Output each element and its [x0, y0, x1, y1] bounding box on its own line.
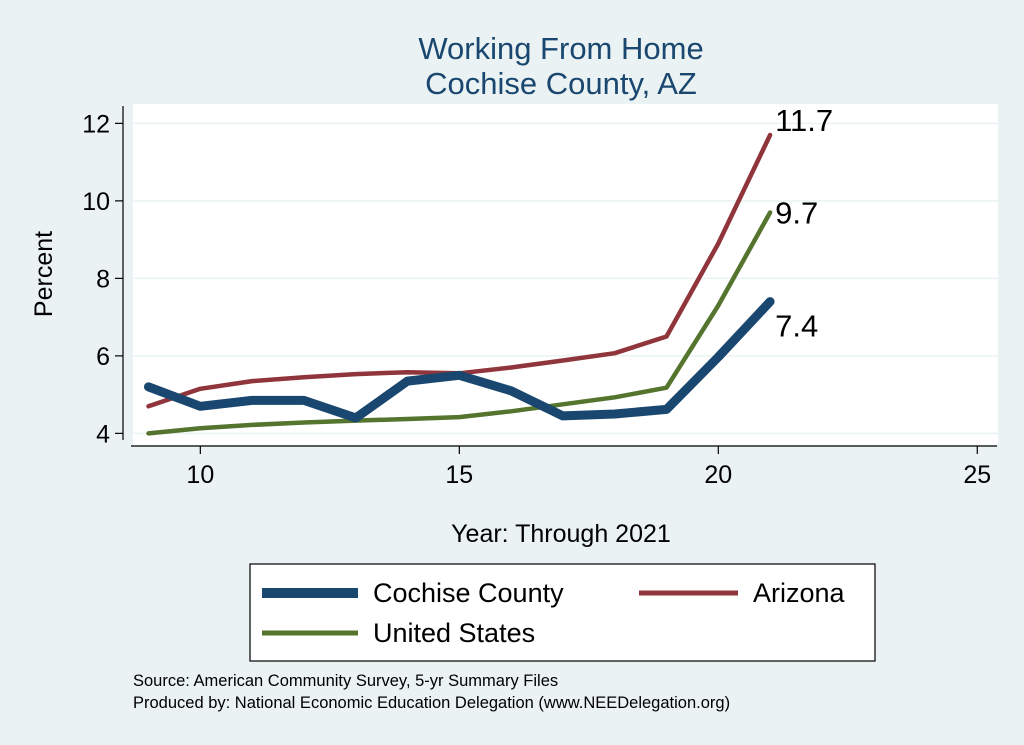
- chart-title-line-2: Cochise County, AZ: [425, 66, 697, 101]
- y-tick-label-4: 4: [96, 420, 110, 448]
- source-note: Source: American Community Survey, 5-yr …: [133, 672, 558, 690]
- x-axis-ticks: 10 15 20 25: [186, 446, 991, 489]
- x-tick-label-15: 15: [445, 461, 473, 489]
- y-axis-ticks: 4 6 8 10 12: [82, 110, 123, 448]
- series-layer: [144, 132, 775, 436]
- produced-by-note: Produced by: National Economic Education…: [133, 694, 730, 712]
- series-line-united-states: [146, 210, 773, 436]
- end-labels: 7.4 11.7 9.7: [775, 103, 833, 344]
- y-tick-label-12: 12: [82, 110, 110, 138]
- x-tick-label-10: 10: [186, 461, 214, 489]
- gridlines: [133, 122, 998, 435]
- y-tick-label-10: 10: [82, 188, 110, 216]
- chart-title-line-1: Working From Home: [418, 31, 703, 66]
- legend-box: [249, 563, 876, 662]
- x-tick-label-20: 20: [704, 461, 732, 489]
- end-label-arizona: 11.7: [775, 103, 833, 138]
- legend: Cochise County Arizona United States: [249, 563, 876, 662]
- legend-label-united-states: United States: [373, 618, 535, 648]
- x-axis-title: Year: Through 2021: [451, 520, 671, 548]
- end-label-united-states: 9.7: [775, 196, 818, 231]
- y-tick-label-6: 6: [96, 343, 110, 371]
- y-axis-title: Percent: [30, 231, 58, 317]
- end-label-cochise-county: 7.4: [775, 309, 818, 344]
- legend-label-cochise-county: Cochise County: [373, 578, 564, 608]
- series-line-cochise-county: [144, 297, 775, 423]
- legend-label-arizona: Arizona: [753, 578, 846, 608]
- x-tick-label-25: 25: [963, 461, 991, 489]
- plot-area: [133, 104, 998, 445]
- y-tick-label-8: 8: [96, 265, 110, 293]
